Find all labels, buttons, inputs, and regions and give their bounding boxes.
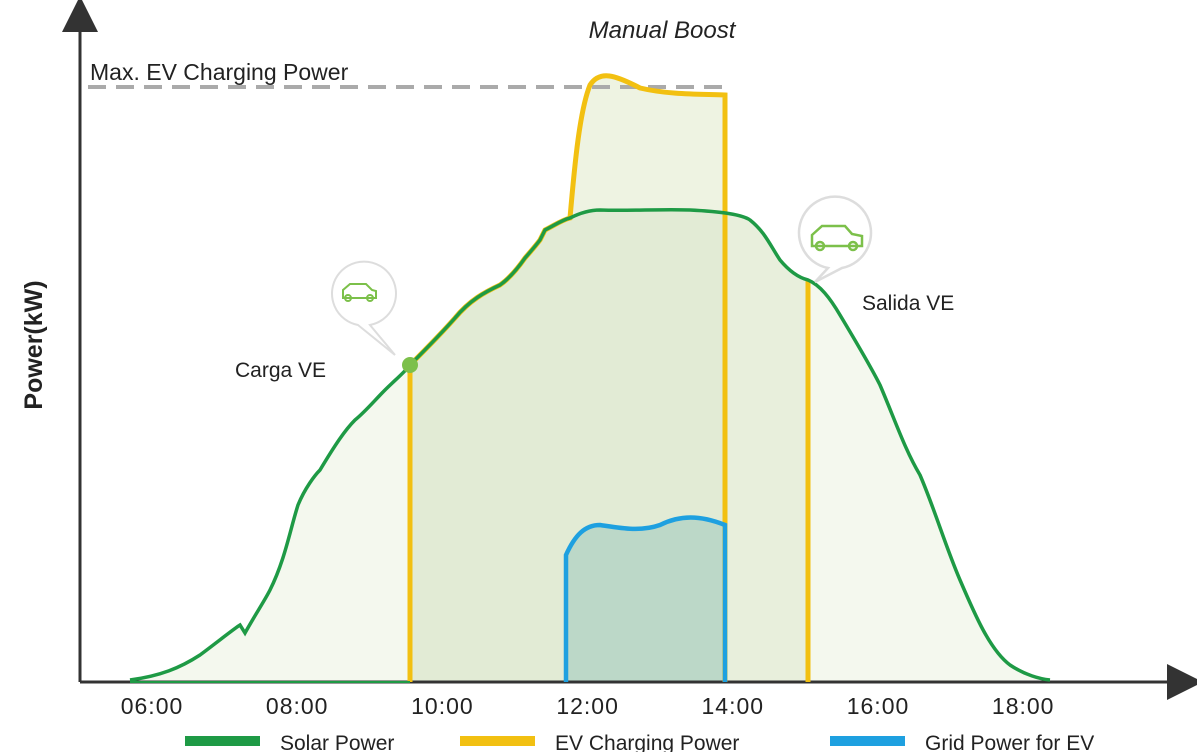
car-icon-end [797, 195, 873, 284]
x-tick-label: 06:00 [121, 693, 184, 719]
x-tick-label: 14:00 [702, 693, 765, 719]
legend-swatch [460, 736, 535, 746]
x-tick-label: 12:00 [556, 693, 619, 719]
ev-area-right [725, 214, 808, 682]
grid-line [563, 515, 728, 682]
y-axis-label: Power(kW) [20, 280, 48, 409]
x-tick-label: 16:00 [847, 693, 910, 719]
x-tick-label: 18:00 [992, 693, 1055, 719]
x-ticks: 06:00 08:00 10:00 12:00 14:00 16:00 18:00 [121, 693, 1055, 719]
legend-label: Grid Power for EV [925, 732, 1094, 752]
solar-area-right [808, 280, 1050, 682]
legend-label: EV Charging Power [555, 732, 739, 752]
grid-area [566, 517, 725, 682]
legend: Solar Power EV Charging Power Grid Power f… [185, 732, 1094, 752]
car-icon-start [331, 260, 397, 356]
solar-line [129, 207, 1051, 682]
legend-label: Solar Power [280, 732, 394, 752]
x-tick-label: 10:00 [411, 693, 474, 719]
x-tick-label: 08:00 [266, 693, 329, 719]
annotation-end: Salida VE [862, 292, 954, 315]
max-line-label: Max. EV Charging Power [90, 59, 349, 85]
annotation-start: Carga VE [235, 359, 326, 382]
solar-area [130, 365, 410, 682]
start-dot [402, 357, 418, 373]
legend-swatch [185, 736, 260, 746]
legend-swatch [830, 736, 905, 746]
title: Manual Boost [589, 17, 737, 44]
